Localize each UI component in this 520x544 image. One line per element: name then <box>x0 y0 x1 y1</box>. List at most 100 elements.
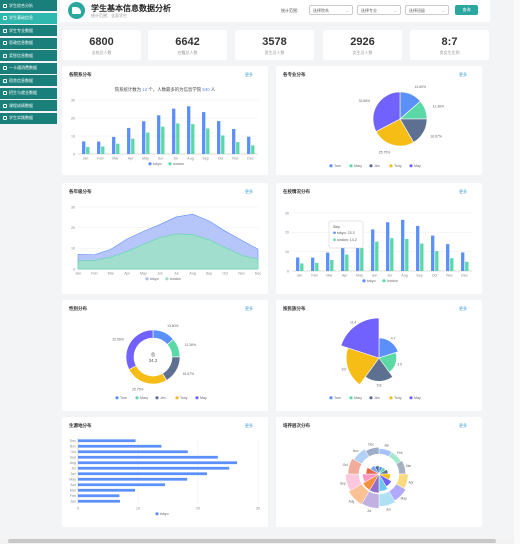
y-tick-label: 20 <box>285 231 289 235</box>
y-tick-label: Dec <box>70 439 77 443</box>
more-link[interactable]: 更多 <box>245 306 253 311</box>
stat-label: 男女生比例 <box>439 50 460 55</box>
sidebar-item-1[interactable]: 学生基础信息 <box>0 12 57 24</box>
more-link[interactable]: 更多 <box>245 189 253 194</box>
sidebar-item-label: 课程成绩数据 <box>9 102 33 108</box>
sidebar-item-8[interactable]: 课程成绩数据 <box>0 100 57 111</box>
card-title: 各年级分布 <box>69 189 92 194</box>
menu-item-icon <box>3 16 7 20</box>
sidebar-item-0[interactable]: 学生综合分析 <box>0 0 57 11</box>
legend-marker <box>148 162 152 166</box>
more-link[interactable]: 更多 <box>459 306 467 311</box>
x-tick-label: May <box>140 272 147 276</box>
legend-marker <box>349 396 353 400</box>
scrollbar-thumb[interactable] <box>8 539 496 543</box>
sidebar-item-6[interactable]: 宿舍信息数据 <box>0 75 57 86</box>
page-title: 学生基本信息数据分析 <box>91 4 171 13</box>
sidebar-item-9[interactable]: 学生实践数据 <box>0 112 57 124</box>
sidebar-item-label: 宿舍信息数据 <box>9 77 33 83</box>
sidebar-item-2[interactable]: 学生专业数据 <box>0 25 57 36</box>
legend-label: May <box>414 164 421 168</box>
sidebar-item-7[interactable]: 招生与就业数据 <box>0 87 57 99</box>
vertical-scrollbar[interactable] <box>514 0 520 544</box>
department-bar-chart: 0 10 20 30 Jan Feb Mar Apr May Jun Jul Aug Sep Oct Nov… <box>71 86 258 166</box>
card-title: 培养层次分布 <box>283 423 310 428</box>
pie-label: 25.75% <box>379 151 391 155</box>
legend-marker <box>362 279 366 283</box>
stat-card-enrolled: 6642 在籍总人数 <box>148 30 227 60</box>
sidebar-item-5[interactable]: 一卡通消费数据 <box>0 62 57 74</box>
bar-london <box>131 138 135 154</box>
bar-tokyo <box>82 141 86 154</box>
more-link[interactable]: 更多 <box>459 423 467 428</box>
bar-london <box>86 146 90 154</box>
bar-tokyo <box>217 121 221 154</box>
query-button[interactable]: 查询 <box>455 5 478 15</box>
legend-label: Tony <box>180 396 188 400</box>
legend-label: london <box>173 162 184 166</box>
legend-label: Tony <box>394 396 402 400</box>
hbar <box>78 461 237 465</box>
x-tick-label: Jan <box>297 274 303 278</box>
x-tick-label: Sep <box>202 157 208 161</box>
rose-label: May <box>401 497 407 501</box>
bar-tokyo <box>356 235 360 271</box>
rose-label: Feb <box>397 451 403 455</box>
sidebar-item-label: 奖惩信息数据 <box>9 52 33 58</box>
more-link[interactable]: 更多 <box>245 423 253 428</box>
legend-marker <box>165 277 169 281</box>
y-tick-label: Aug <box>70 461 76 465</box>
more-link[interactable]: 更多 <box>459 72 467 77</box>
rose-label: Jan <box>384 444 389 448</box>
pie-slice-May <box>372 91 401 132</box>
sidebar-item-4[interactable]: 奖惩信息数据 <box>0 50 57 61</box>
x-tick-label: Apr <box>342 274 348 278</box>
major-select[interactable]: 选择专业 ⌄ <box>357 5 401 15</box>
legend-marker <box>155 396 159 400</box>
y-tick-label: Jun <box>70 472 76 476</box>
hbar <box>78 450 188 454</box>
more-link[interactable]: 更多 <box>459 189 467 194</box>
class-select[interactable]: 选择班级 ⌄ <box>405 5 449 15</box>
stat-card-male: 3578 男生总人数 <box>235 30 314 60</box>
donut-label: 32.66% <box>112 337 124 341</box>
card-gender: 性别分布 更多 13.60% 11.36% 16.67% 25.75% 32.66% 总 3… <box>62 300 268 411</box>
department-select[interactable]: 选择院系 ⌄ <box>309 5 353 15</box>
y-tick-label: Jul <box>71 467 76 471</box>
x-tick-label: Jul <box>387 274 392 278</box>
rose-label: Aug <box>349 500 355 504</box>
chevron-down-icon: ⌄ <box>345 8 349 13</box>
bar-london <box>360 247 364 271</box>
card-major: 各专业分布 更多 13.60% 11.36% 16.67% 25.75% 32.66% T… <box>276 66 482 175</box>
menu-item-icon <box>3 66 7 70</box>
x-tick-label: 10 <box>136 507 140 511</box>
sidebar-item-label: 一卡通消费数据 <box>9 65 37 70</box>
y-tick-label: 0 <box>287 269 289 273</box>
legend-marker <box>175 396 179 400</box>
bar-london <box>405 238 409 271</box>
hbar <box>78 483 165 487</box>
hbar <box>78 477 188 481</box>
legend-label: May <box>200 396 207 400</box>
tooltip-marker <box>333 238 336 242</box>
y-tick-label: 20 <box>71 226 75 230</box>
horizontal-scrollbar[interactable] <box>0 538 514 544</box>
x-tick-label: Mar <box>112 157 119 161</box>
card-title: 各专业分布 <box>283 72 306 77</box>
x-tick-label: 0 <box>77 507 79 511</box>
donut-slice-Tony <box>128 365 167 385</box>
x-tick-label: Feb <box>91 272 97 276</box>
x-tick-label: Nov <box>446 274 453 278</box>
bar-london <box>191 124 195 154</box>
legend-marker <box>369 164 373 168</box>
sidebar-item-3[interactable]: 思政信息数据 <box>0 37 57 49</box>
bar-london <box>420 243 424 271</box>
rose-label: Jun <box>386 507 391 511</box>
menu-item-icon <box>3 3 7 8</box>
bar-london <box>315 262 319 271</box>
chevron-down-icon: ⌄ <box>393 8 397 13</box>
outer-rose-slice <box>365 447 380 458</box>
bar-london <box>465 261 469 271</box>
stat-label: 在籍总人数 <box>177 50 198 55</box>
more-link[interactable]: 更多 <box>245 72 253 77</box>
